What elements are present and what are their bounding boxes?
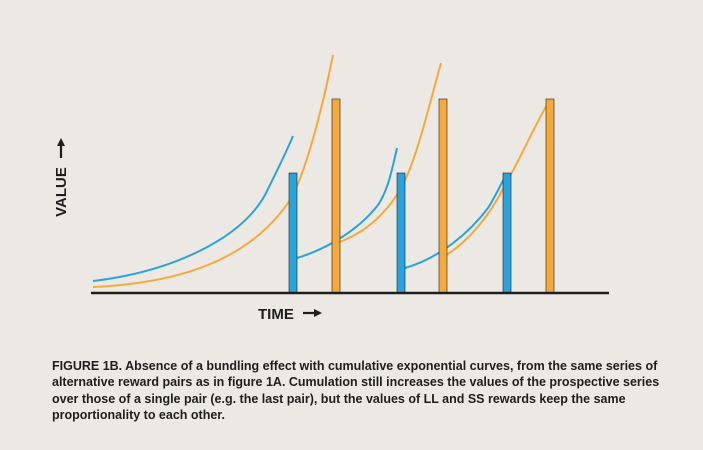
- x-axis-label: TIME: [258, 306, 294, 323]
- y-axis-label: VALUE: [53, 167, 70, 217]
- ss-bar-3: [502, 172, 512, 294]
- ll-bar-1: [331, 98, 341, 294]
- ll-curve-1: [92, 54, 334, 288]
- ll-curve-3: [444, 99, 551, 257]
- ll-curve-2: [336, 62, 442, 244]
- ll-bar-2: [438, 98, 448, 294]
- ss-curve-3: [404, 174, 507, 269]
- ss-curve-2: [296, 147, 398, 259]
- ll-bar-3: [545, 98, 555, 294]
- ss-bar-1: [288, 172, 298, 294]
- ss-bar-2: [396, 172, 406, 294]
- figure-caption: FIGURE 1B. Absence of a bundling effect …: [52, 359, 660, 422]
- ss-curve-1: [92, 135, 294, 282]
